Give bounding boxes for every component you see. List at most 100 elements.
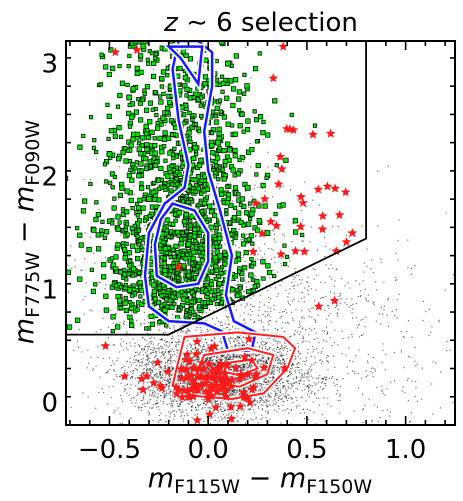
background-point bbox=[309, 366, 311, 368]
background-point bbox=[266, 399, 268, 401]
background-point bbox=[217, 417, 219, 419]
background-point bbox=[306, 372, 308, 374]
background-point bbox=[238, 365, 240, 367]
background-point bbox=[218, 265, 220, 268]
background-point bbox=[309, 327, 311, 329]
background-point bbox=[143, 368, 145, 370]
background-point bbox=[149, 368, 151, 370]
background-point bbox=[172, 410, 174, 412]
background-point bbox=[280, 263, 282, 265]
background-point bbox=[289, 336, 291, 338]
background-point bbox=[169, 447, 170, 448]
background-point bbox=[152, 362, 154, 364]
background-point bbox=[243, 344, 245, 346]
background-point bbox=[159, 373, 161, 375]
background-point bbox=[185, 409, 187, 411]
background-point bbox=[232, 340, 235, 342]
background-point bbox=[121, 400, 124, 403]
background-point bbox=[432, 413, 434, 415]
background-point bbox=[242, 342, 244, 344]
background-point bbox=[288, 292, 290, 295]
background-point bbox=[336, 379, 339, 381]
background-point bbox=[280, 346, 282, 348]
background-point bbox=[265, 402, 267, 404]
background-point bbox=[237, 328, 239, 330]
background-point bbox=[282, 393, 284, 395]
background-point bbox=[236, 283, 238, 285]
background-point bbox=[244, 322, 246, 324]
background-point bbox=[129, 361, 131, 363]
background-point bbox=[317, 314, 319, 316]
background-point bbox=[159, 338, 161, 341]
background-point bbox=[208, 370, 210, 373]
background-point bbox=[101, 388, 103, 390]
background-point bbox=[137, 393, 139, 395]
background-point bbox=[250, 397, 253, 399]
background-point bbox=[397, 239, 399, 242]
background-point bbox=[224, 417, 226, 419]
background-point bbox=[273, 308, 275, 311]
background-point bbox=[150, 348, 152, 351]
background-point bbox=[315, 423, 317, 425]
background-point bbox=[400, 349, 402, 351]
background-point bbox=[163, 88, 165, 90]
background-point bbox=[207, 349, 209, 351]
background-point bbox=[152, 371, 154, 373]
background-point bbox=[374, 370, 376, 372]
background-point bbox=[271, 169, 273, 171]
background-point bbox=[222, 410, 224, 412]
background-point bbox=[166, 378, 168, 380]
background-point bbox=[180, 221, 182, 223]
background-point bbox=[276, 348, 278, 350]
black-point-cloud bbox=[66, 46, 455, 448]
background-point bbox=[336, 383, 338, 385]
background-point bbox=[129, 377, 131, 379]
background-point bbox=[323, 382, 325, 384]
background-point bbox=[248, 365, 251, 367]
background-point bbox=[169, 363, 171, 365]
background-point bbox=[238, 337, 240, 339]
background-point bbox=[101, 345, 103, 347]
background-point bbox=[149, 393, 151, 395]
background-point bbox=[182, 400, 184, 402]
background-point bbox=[268, 277, 271, 279]
background-point bbox=[137, 292, 139, 294]
background-point bbox=[184, 427, 185, 428]
background-point bbox=[258, 346, 260, 348]
background-point bbox=[386, 409, 388, 411]
background-point bbox=[415, 365, 417, 367]
background-point bbox=[264, 347, 267, 350]
background-point bbox=[134, 345, 136, 347]
background-point bbox=[203, 420, 205, 423]
background-point bbox=[262, 344, 264, 346]
background-point bbox=[168, 366, 170, 369]
background-point bbox=[229, 341, 231, 343]
background-point bbox=[142, 383, 144, 385]
background-point bbox=[165, 420, 167, 423]
background-point bbox=[226, 414, 228, 416]
background-point bbox=[319, 204, 321, 206]
background-point bbox=[167, 365, 169, 367]
background-point bbox=[190, 350, 192, 352]
background-point bbox=[273, 409, 276, 411]
background-point bbox=[282, 358, 285, 360]
background-point bbox=[294, 270, 296, 273]
background-point bbox=[252, 391, 254, 393]
background-point bbox=[183, 384, 185, 387]
background-point bbox=[164, 371, 166, 374]
background-point bbox=[216, 400, 219, 402]
background-point bbox=[341, 353, 343, 355]
background-point bbox=[156, 284, 158, 287]
background-point bbox=[361, 334, 363, 336]
background-point bbox=[199, 404, 201, 406]
background-point bbox=[236, 415, 238, 417]
background-point bbox=[352, 317, 354, 319]
background-point bbox=[383, 281, 385, 283]
background-point bbox=[233, 426, 234, 427]
background-point bbox=[207, 407, 209, 409]
background-point bbox=[365, 297, 367, 300]
background-point bbox=[216, 404, 218, 406]
background-point bbox=[161, 438, 162, 439]
background-point bbox=[245, 342, 247, 345]
background-point bbox=[162, 380, 164, 382]
